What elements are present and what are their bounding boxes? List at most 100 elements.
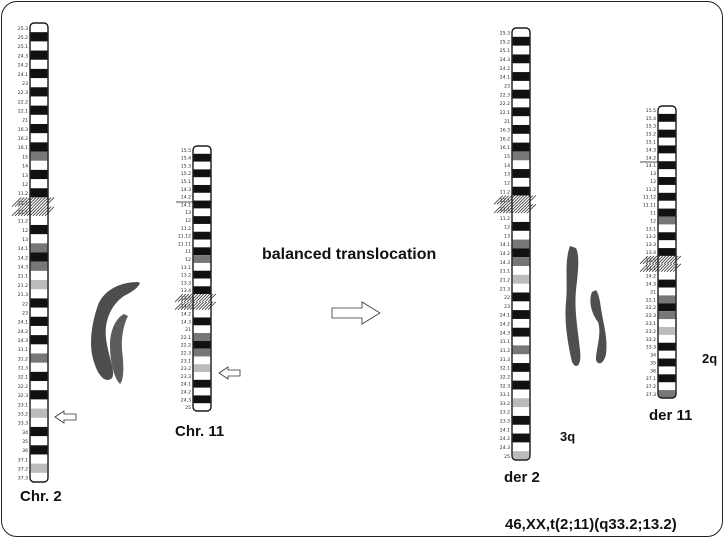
der11-band-label: 15.5 [646, 108, 656, 114]
chr2-band [30, 298, 48, 308]
chr11-band [193, 395, 211, 404]
chr2-band-label: 31.1 [18, 347, 28, 353]
chr11-band-label: 14.1 [181, 202, 191, 208]
chr11-band-label: 11.12 [178, 234, 191, 240]
chr11-band [193, 340, 211, 349]
chr2-band-label: 21.1 [18, 274, 28, 280]
der2-band-label: 14 [504, 163, 510, 169]
der2-band [512, 398, 530, 408]
chr2-band-label: 21.2 [18, 283, 28, 289]
chr2-centromere-hatch [11, 206, 22, 217]
chr2-band-label: 33.3 [18, 421, 28, 427]
chr2-band-label: 36 [22, 448, 28, 454]
der2-centromere-hatch [508, 195, 519, 205]
der11-band [658, 295, 676, 304]
der2-centromere-hatch [499, 204, 510, 214]
der2-band-label: 21.1 [500, 269, 510, 275]
der11-band [658, 232, 676, 241]
der2-band [512, 36, 530, 46]
der11-band-label: 15.3 [646, 124, 656, 130]
der11-band-label: 37.2 [646, 384, 656, 390]
chr2-band-label: 32.2 [18, 384, 28, 390]
der2-band-label: 25.2 [500, 39, 510, 45]
der11-centromere-hatch [654, 255, 664, 265]
breakpoint-arrow-chr11 [218, 366, 241, 380]
der2-centromere-hatch [511, 204, 522, 214]
der11-band [658, 208, 676, 217]
chr2-band-label: 13 [22, 173, 28, 179]
chr2-centromere-hatch [41, 206, 52, 217]
chr11-band-label: 22.2 [181, 343, 191, 349]
chr2-band [30, 426, 48, 437]
der2-band-label: 33.2 [500, 401, 510, 407]
chr11-outline-stroke [192, 145, 212, 412]
chr2-band-label: 21.3 [18, 292, 28, 298]
der2-ideogram: 25.3 25.2 25.1 24.3 24.2 24.1 23 22.3 22.2 22.1 21… [493, 27, 537, 461]
der2-centromere-hatch [526, 204, 537, 214]
chr11-band-label: 15.3 [181, 163, 191, 169]
chr11-centromere-hatch [174, 293, 184, 303]
chr2-centromere-hatch [23, 197, 34, 207]
der2-band-label: 23.2 [500, 410, 510, 416]
chr11-band-label: 24.3 [181, 397, 191, 403]
der11-band-label: 11 [650, 211, 656, 217]
chr2-centromere-hatch [32, 206, 43, 217]
ideogram-layer: 25.325.225.124.324.224.12322.322.222.121… [11, 22, 682, 483]
chr11-band-label: 24.2 [181, 389, 191, 395]
chr2-band [30, 261, 48, 271]
der11-centromere-hatch [672, 255, 682, 265]
der2-band-label: 16.3 [500, 128, 510, 134]
chr2-band-label: 24.3 [18, 338, 28, 344]
chr11-band [193, 270, 211, 279]
der11-band-label: 33.3 [646, 345, 656, 351]
der2-band-label: 31.3 [500, 357, 510, 363]
chr11-band-label: 15.4 [181, 156, 191, 162]
metaphase-der2-image [565, 246, 581, 366]
der2-band-label: 24.3 [500, 57, 510, 63]
der2-centromere-hatch [493, 204, 504, 214]
der2-band-label: 15 [504, 154, 510, 160]
der2-centromere-hatch [508, 204, 519, 214]
chr11-centromere-hatch [180, 293, 190, 303]
der2-band-label: 11.2 [500, 216, 510, 222]
chr11-band [193, 364, 211, 373]
der2-band [512, 248, 530, 258]
chr11-band [193, 247, 211, 256]
chr2-band [30, 408, 48, 418]
der2-band-label: 14.1 [500, 242, 510, 248]
chr2-band-label: 24.2 [18, 63, 28, 69]
chr2-band-label: 14.3 [18, 265, 28, 271]
der2-band-label: 23.3 [500, 419, 510, 425]
chr11-band [193, 301, 211, 310]
der2-band-label: 14.3 [500, 260, 510, 266]
chr11-centromere-hatch [207, 301, 217, 310]
der2-band [512, 186, 530, 196]
chr2-centromere-hatch [14, 206, 25, 217]
der2-band [512, 451, 530, 460]
chr2-band-label: 34 [22, 430, 28, 436]
chr2-band-label: 37.3 [18, 476, 28, 482]
der11-centromere-hatch [642, 263, 652, 273]
chr11-band [193, 216, 211, 224]
der2-centromere-hatch [523, 204, 534, 214]
chr2-centromere-hatch [17, 197, 28, 207]
chr2-centromere-hatch [38, 206, 49, 217]
der2-centromere-hatch [505, 195, 516, 205]
chr2-band-label: 24.3 [18, 53, 28, 59]
chr11-band-label: 22.3 [181, 350, 191, 356]
chr2-centromere-hatch [38, 197, 49, 207]
der11-band-label: 11.2 [646, 187, 656, 193]
chr2-band-label: 21 [22, 118, 28, 124]
chr2-band [30, 50, 48, 60]
der11-label: der 11 [649, 407, 693, 424]
chr11-band-label: 15.1 [181, 179, 191, 185]
der11-band [658, 255, 676, 264]
der2-band-label: 33.1 [500, 392, 510, 398]
der11-band [658, 374, 676, 383]
chr2-centromere-hatch [26, 197, 37, 207]
der11-band-label: 14.2 [646, 274, 656, 280]
der11-band [658, 342, 676, 351]
der2-band [512, 345, 530, 355]
der2-centromere-hatch [493, 195, 504, 205]
